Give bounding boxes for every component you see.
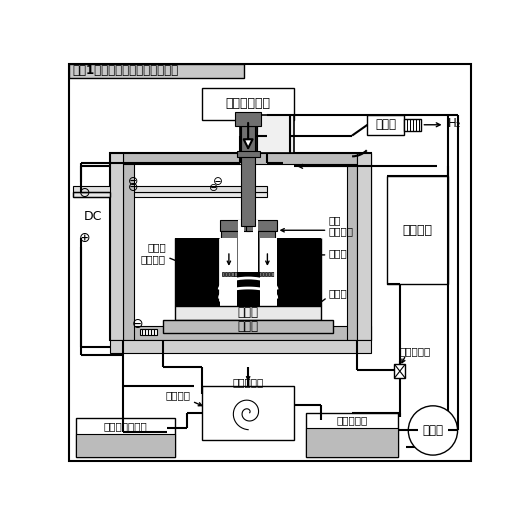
Bar (265, 272, 267, 276)
Bar (202, 386, 295, 440)
Text: H₂: H₂ (448, 116, 461, 129)
Bar (253, 120, 257, 153)
Text: 【図1】電解加工機の一般的構成: 【図1】電解加工機の一般的構成 (73, 64, 179, 77)
Bar (237, 272, 260, 305)
Bar (238, 220, 243, 276)
Bar (240, 120, 243, 153)
Bar (221, 231, 238, 276)
Bar (277, 238, 321, 306)
Text: 使用済み電解液: 使用済み電解液 (104, 421, 148, 431)
Bar (220, 238, 277, 303)
Bar (347, 153, 357, 340)
Bar (237, 151, 260, 157)
Text: 加工物
（陽極）: 加工物 （陽極） (141, 242, 166, 264)
Text: 遠心分離機: 遠心分離機 (232, 377, 264, 387)
Bar (175, 238, 220, 306)
Bar (222, 272, 225, 276)
Circle shape (408, 406, 457, 455)
Bar (240, 120, 257, 132)
Bar (357, 153, 372, 340)
Bar (73, 192, 267, 197)
Bar (387, 176, 448, 284)
Text: ⊖: ⊖ (128, 181, 138, 194)
Text: ベース: ベース (238, 320, 259, 333)
Bar (275, 238, 277, 306)
Bar (271, 272, 274, 276)
Bar (110, 326, 372, 340)
Text: 清浄電解液: 清浄電解液 (336, 415, 368, 425)
Text: ⊖: ⊖ (209, 183, 218, 193)
Bar (357, 153, 372, 340)
Bar (228, 272, 230, 276)
Bar (202, 88, 295, 120)
Text: 絶縁物: 絶縁物 (329, 249, 348, 258)
Bar (268, 272, 270, 276)
Bar (306, 428, 398, 457)
Bar (225, 272, 227, 276)
Bar (110, 340, 372, 354)
Bar (259, 272, 261, 276)
Bar (235, 112, 261, 126)
Bar (246, 220, 277, 231)
Bar (253, 220, 258, 276)
Bar (76, 434, 175, 457)
Bar (394, 364, 405, 378)
Text: 残渣放出: 残渣放出 (165, 390, 190, 400)
Bar (220, 272, 277, 306)
Bar (110, 153, 123, 340)
Text: 定速工具送り: 定速工具送り (226, 97, 271, 110)
Bar (262, 272, 265, 276)
Bar (404, 119, 422, 131)
Text: 工具
（陰極）: 工具 （陰極） (329, 215, 354, 237)
Text: ⊖: ⊖ (79, 186, 90, 200)
Bar (220, 238, 221, 303)
Bar (76, 418, 175, 457)
Bar (175, 306, 321, 320)
Text: 分流バルブ: 分流バルブ (400, 346, 431, 356)
Bar (110, 153, 372, 340)
Bar (240, 115, 295, 153)
Text: ⊕: ⊕ (79, 231, 90, 245)
Bar (238, 272, 258, 306)
Bar (243, 120, 253, 220)
Text: ポンプ: ポンプ (423, 424, 443, 437)
Bar (220, 238, 221, 306)
Bar (123, 153, 134, 340)
Bar (231, 272, 233, 276)
Text: ⊖: ⊖ (212, 175, 222, 188)
Text: 絶縁物: 絶縁物 (329, 289, 348, 298)
Bar (243, 115, 253, 220)
Bar (220, 220, 250, 231)
Bar (69, 64, 245, 78)
Bar (163, 320, 333, 333)
Text: フィルタ: フィルタ (403, 224, 433, 237)
Bar (220, 238, 237, 306)
Bar (258, 231, 275, 276)
Bar (220, 290, 277, 305)
Bar (367, 115, 404, 135)
Bar (306, 413, 398, 457)
Text: ⊖: ⊖ (128, 175, 138, 188)
Text: ファン: ファン (375, 118, 396, 131)
Bar (241, 126, 255, 226)
Bar (73, 186, 267, 192)
Bar (140, 329, 157, 335)
Text: ⊖: ⊖ (132, 317, 144, 331)
Text: DC: DC (84, 210, 103, 223)
Bar (110, 153, 123, 340)
Bar (235, 272, 237, 276)
Bar (123, 153, 357, 164)
Bar (260, 238, 277, 306)
Text: 治　具: 治 具 (238, 306, 259, 319)
